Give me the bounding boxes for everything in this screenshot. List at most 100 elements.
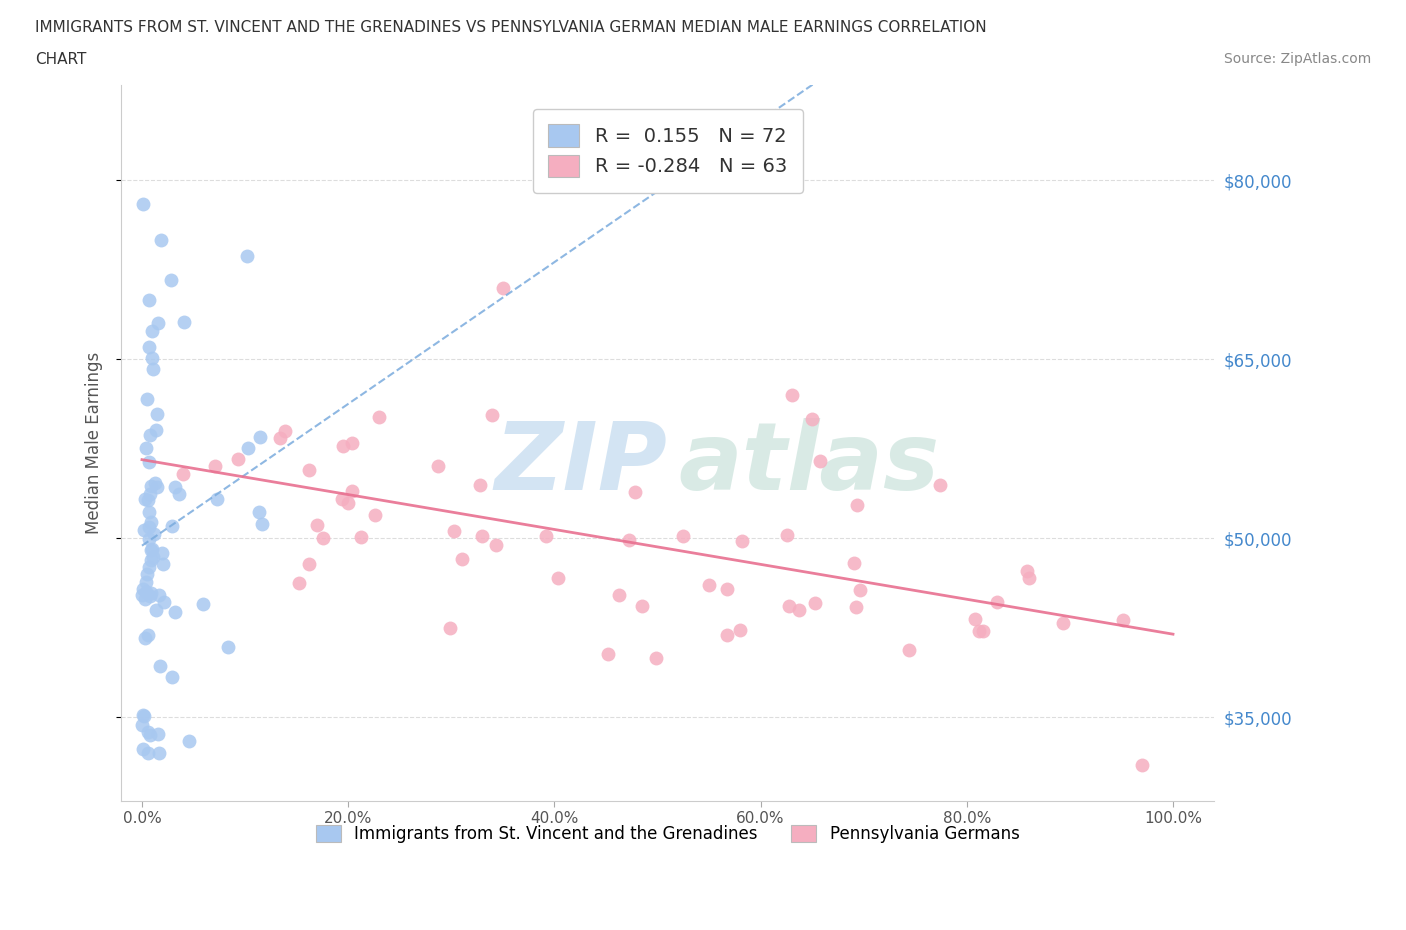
Point (236, 440, 259, 455)
Point (146, 316, 169, 331)
Point (135, 585, 157, 600)
Point (132, 196, 155, 211)
Point (134, 631, 156, 645)
Point (697, 578, 720, 592)
Point (135, 440, 157, 455)
Point (150, 545, 173, 560)
Point (485, 538, 508, 552)
Point (337, 496, 360, 511)
Point (141, 552, 163, 567)
Point (728, 623, 751, 638)
Point (350, 529, 373, 544)
Point (139, 486, 162, 501)
Point (135, 575, 157, 590)
Point (716, 628, 738, 643)
Point (132, 708, 155, 723)
Point (134, 491, 156, 506)
Point (141, 351, 163, 365)
Point (139, 428, 162, 443)
Point (803, 596, 825, 611)
Text: CHART: CHART (35, 52, 87, 67)
Point (138, 454, 160, 469)
Point (842, 556, 865, 571)
Point (139, 543, 162, 558)
Point (731, 534, 754, 549)
Point (972, 623, 994, 638)
Point (845, 600, 868, 615)
Point (967, 623, 990, 638)
Point (288, 576, 311, 591)
Point (139, 515, 162, 530)
Y-axis label: Median Male Earnings: Median Male Earnings (86, 352, 103, 534)
Point (492, 280, 515, 295)
Point (131, 588, 153, 603)
Point (143, 475, 166, 490)
Point (136, 566, 159, 581)
Point (330, 491, 353, 506)
Point (332, 438, 354, 453)
Point (138, 728, 160, 743)
Point (607, 588, 630, 603)
Point (929, 477, 952, 492)
Point (207, 491, 229, 506)
Point (136, 628, 159, 643)
Point (139, 586, 162, 601)
Point (134, 523, 156, 538)
Point (138, 340, 160, 355)
Point (845, 498, 868, 512)
Point (173, 314, 195, 329)
Point (179, 734, 201, 749)
Point (142, 550, 165, 565)
Point (172, 466, 194, 481)
Point (986, 594, 1008, 609)
Point (141, 323, 163, 338)
Point (1018, 571, 1040, 586)
Point (298, 463, 321, 478)
Point (138, 520, 160, 535)
Point (136, 746, 159, 761)
Point (138, 504, 160, 519)
Point (236, 248, 259, 263)
Text: IMMIGRANTS FROM ST. VINCENT AND THE GRENADINES VS PENNSYLVANIA GERMAN MEDIAN MAL: IMMIGRANTS FROM ST. VINCENT AND THE GREN… (35, 20, 987, 35)
Point (135, 392, 157, 406)
Point (801, 412, 824, 427)
Point (160, 670, 183, 684)
Point (312, 531, 335, 546)
Point (226, 452, 249, 467)
Point (468, 477, 491, 492)
Point (191, 596, 214, 611)
Point (1112, 612, 1135, 627)
Point (368, 409, 391, 424)
Point (132, 708, 155, 723)
Point (298, 557, 321, 572)
Point (138, 292, 160, 307)
Point (217, 640, 239, 655)
Point (146, 726, 169, 741)
Point (1015, 564, 1038, 578)
Point (596, 647, 619, 662)
Point (471, 528, 494, 543)
Point (145, 406, 167, 421)
Point (1130, 758, 1153, 773)
Point (965, 611, 987, 626)
Point (136, 724, 159, 739)
Point (142, 362, 165, 377)
Point (780, 388, 803, 403)
Point (269, 431, 291, 445)
Point (716, 582, 738, 597)
Point (808, 453, 831, 468)
Point (138, 560, 160, 575)
Point (439, 621, 461, 636)
Point (547, 570, 569, 585)
Point (141, 541, 163, 556)
Point (145, 603, 167, 618)
Point (143, 526, 166, 541)
Point (672, 528, 695, 543)
Point (139, 589, 162, 604)
Point (165, 479, 187, 494)
Point (340, 436, 363, 451)
Point (132, 581, 155, 596)
Point (146, 480, 169, 495)
Point (364, 508, 387, 523)
Point (451, 551, 474, 566)
